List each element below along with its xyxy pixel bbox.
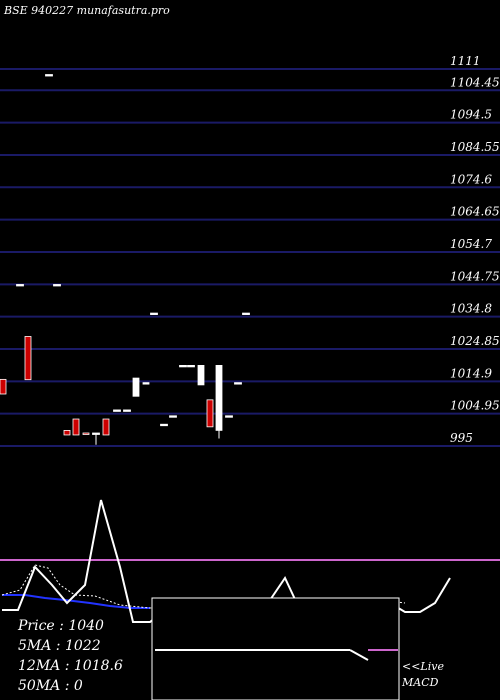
macd-label-live: <<Live — [402, 660, 444, 673]
y-tick-label: 1024.85 — [450, 334, 500, 348]
candle-body — [53, 284, 61, 287]
y-tick-label: 1034.8 — [450, 302, 492, 316]
candles — [0, 74, 250, 445]
candle-body — [150, 312, 158, 315]
y-tick-label: 1094.5 — [450, 108, 492, 122]
y-tick-label: 1044.75 — [450, 269, 500, 283]
indicator-blue-line — [2, 594, 150, 609]
y-tick-label: 1074.6 — [450, 172, 492, 186]
candle-body — [82, 432, 90, 435]
candle-body — [197, 364, 205, 386]
y-tick-label: 1104.45 — [450, 75, 500, 89]
candle-body — [24, 336, 32, 381]
candle-body — [123, 409, 131, 412]
candle-body — [16, 284, 24, 287]
candle-body — [160, 423, 168, 427]
macd-lines — [155, 649, 398, 661]
macd-drop-line — [349, 649, 369, 661]
macd-label-macd: MACD — [401, 676, 439, 689]
ma5-stat: 5MA : 1022 — [18, 638, 101, 654]
candle-body — [132, 377, 140, 397]
candle-body — [63, 429, 71, 436]
y-tick-label: 1084.55 — [450, 140, 500, 154]
candle-body — [242, 312, 250, 315]
y-tick-label: 995 — [450, 431, 473, 445]
candle-body — [45, 74, 53, 77]
candle-body — [102, 418, 110, 436]
candle-body — [0, 378, 7, 395]
candle-body — [113, 409, 121, 412]
candle-body — [234, 382, 242, 385]
y-tick-label: 1111 — [450, 54, 481, 68]
chart-title: BSE 940227 munafasutra.pro — [3, 4, 170, 17]
candle-body — [179, 364, 187, 368]
candle-body — [215, 364, 223, 431]
candle-body — [187, 364, 195, 368]
candle-body — [92, 432, 100, 435]
price-stat: Price : 1040 — [17, 618, 104, 634]
candle-body — [225, 415, 233, 418]
y-tick-label: 1014.9 — [450, 366, 492, 380]
y-tick-label: 1054.7 — [450, 237, 492, 251]
grid-lines: 1111 1104.45 1094.5 1084.55 1074.6 1064.65 105… — [0, 54, 500, 447]
candle-body — [169, 415, 177, 418]
ma12-stat: 12MA : 1018.6 — [18, 658, 123, 674]
y-tick-label: 1004.95 — [450, 399, 500, 413]
candle-body — [72, 418, 80, 436]
y-tick-label: 1064.65 — [450, 205, 500, 219]
ma50-stat: 50MA : 0 — [18, 678, 83, 694]
candle-body — [206, 399, 214, 428]
candle-body — [142, 382, 150, 385]
